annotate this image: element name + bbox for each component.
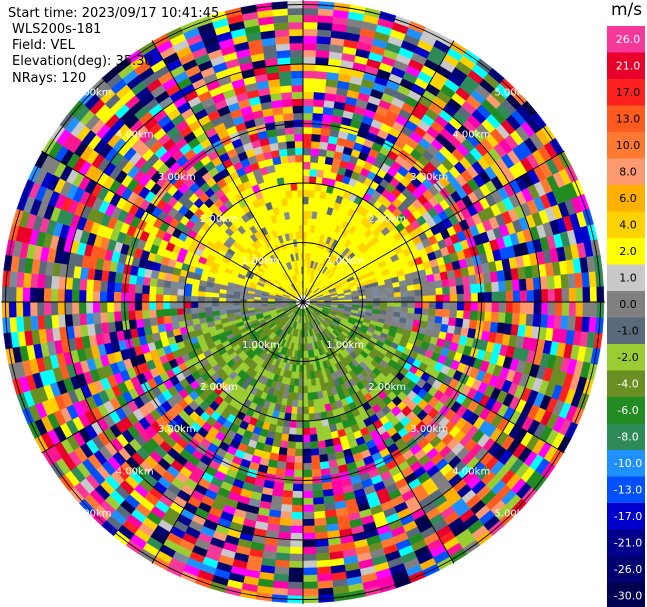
range-ring-label: 5.00km <box>494 508 532 519</box>
colorbar-swatch <box>607 238 645 265</box>
velocity-field <box>1 0 605 604</box>
elevation: Elevation(deg): 35.30 <box>12 54 153 69</box>
range-ring-label: 5.00km <box>74 88 112 99</box>
range-ring-label: 5.00km <box>494 88 532 99</box>
range-ring-label: 1.00km <box>242 256 280 267</box>
colorbar-swatch <box>607 185 645 212</box>
colorbar-tick-label: -8.0 <box>617 431 638 444</box>
colorbar-swatch <box>607 556 645 583</box>
colorbar-tick-label: -21.0 <box>614 537 642 550</box>
colorbar-tick-label: 4.0 <box>619 219 637 232</box>
colorbar-swatch <box>607 105 645 133</box>
colorbar-tick-label: 21.0 <box>616 60 641 73</box>
range-ring-label: 3.00km <box>410 424 448 435</box>
range-ring-label: 3.00km <box>410 172 448 183</box>
azimuth-spoke <box>41 301 304 454</box>
azimuth-spoke <box>151 40 304 303</box>
colorbar-tick-label: -1.0 <box>617 325 638 338</box>
range-ring-label: 3.00km <box>158 172 196 183</box>
colorbar-swatch <box>607 370 645 398</box>
range-grid <box>1 0 605 604</box>
colorbar-swatch <box>607 158 645 186</box>
colorbar-tick-label: -10.0 <box>614 457 642 470</box>
azimuth-spoke <box>302 40 455 303</box>
colorbar-tick-label: 6.0 <box>619 192 637 205</box>
colorbar-swatch <box>607 344 645 371</box>
colorbar-swatch <box>607 264 645 292</box>
azimuth-spoke <box>302 150 565 303</box>
colorbar-tick-label: 13.0 <box>616 113 641 126</box>
range-ring-label: 2.00km <box>200 214 238 225</box>
range-ring-label: 2.00km <box>200 382 238 393</box>
colorbar-swatch <box>607 211 645 239</box>
azimuth-spoke <box>302 301 455 564</box>
range-ring-label: 3.00km <box>158 424 196 435</box>
range-ring-label: 4.00km <box>116 466 154 477</box>
colorbar-tick-label: 17.0 <box>616 86 641 99</box>
nrays: NRays: 120 <box>12 71 87 86</box>
azimuth-spoke <box>41 150 304 303</box>
azimuth-spoke <box>302 301 565 454</box>
colorbar-swatch <box>607 529 645 557</box>
colorbar-swatch <box>607 26 645 53</box>
colorbar-swatch <box>607 423 645 451</box>
colorbar-tick-label: -17.0 <box>614 510 642 523</box>
colorbar-tick-label: 8.0 <box>619 166 637 179</box>
colorbar-tick-label: -6.0 <box>617 404 638 417</box>
colorbar-tick-label: 0.0 <box>619 298 637 311</box>
colorbar-tick-label: 26.0 <box>616 33 641 46</box>
colorbar-swatch <box>607 582 645 607</box>
range-ring-label: 4.00km <box>452 466 490 477</box>
azimuth-spoke <box>151 301 304 564</box>
colorbar-tick-label: 10.0 <box>616 139 641 152</box>
colorbar-swatch <box>607 291 645 318</box>
colorbar-tick-label: 1.0 <box>619 272 637 285</box>
colorbar-tick-label: -13.0 <box>614 484 642 497</box>
colorbar-swatch <box>607 52 645 80</box>
colorbar-tick-label: -2.0 <box>617 351 638 364</box>
velocity-cells <box>16 32 605 582</box>
colorbar-swatch <box>607 79 645 106</box>
colorbar-title: m/s <box>611 0 643 20</box>
colorbar-tick-label: -4.0 <box>617 378 638 391</box>
range-ring-label: 4.00km <box>452 130 490 141</box>
colorbar-swatch <box>607 317 645 345</box>
range-ring-label: 5.00km <box>74 508 112 519</box>
range-ring-label: 1.00km <box>242 340 280 351</box>
instrument-name: WLS200s-181 <box>12 22 102 37</box>
colorbar-tick-label: -30.0 <box>614 590 642 603</box>
colorbar-swatch <box>607 503 645 530</box>
range-ring-label: 4.00km <box>116 130 154 141</box>
colorbar-swatch <box>607 397 645 424</box>
range-ring-label: 1.00km <box>326 256 364 267</box>
range-ring-label: 2.00km <box>368 382 406 393</box>
start-time: Start time: 2023/09/17 10:41:45 <box>8 6 220 21</box>
colorbar-tick-label: -26.0 <box>614 563 642 576</box>
range-ring-label: 2.00km <box>368 214 406 225</box>
range-labels: 1.00km 2.00km 3.00km 4.00km 5.00km 1.00km 2.00… <box>74 88 533 520</box>
range-ring-label: 1.00km <box>326 340 364 351</box>
colorbar-swatch <box>607 132 645 159</box>
colorbar: 26.0 21.0 17.0 13.0 10.0 8.0 6.0 4.0 2.0 1.0 0.0 -1… <box>607 26 645 607</box>
colorbar-swatch <box>607 476 645 504</box>
field-name: Field: VEL <box>12 38 75 53</box>
colorbar-swatch <box>607 450 645 477</box>
colorbar-tick-label: 2.0 <box>619 245 637 258</box>
